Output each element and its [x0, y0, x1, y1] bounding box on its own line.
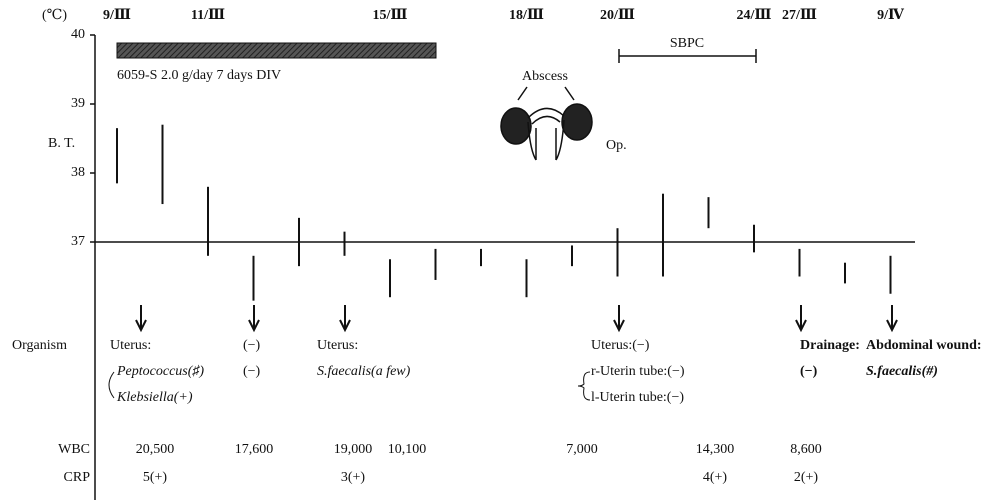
x-tick-label: 15/Ⅲ: [373, 8, 408, 23]
y-tick-label: 39: [71, 96, 85, 111]
row-label: Organism: [12, 338, 67, 353]
organism-entry: r-Uterin tube:(−): [591, 364, 685, 379]
x-tick-label: 9/Ⅲ: [103, 8, 131, 23]
y-tick-label: 38: [71, 165, 85, 180]
chart: (℃) B. T. 6059-S 2.0 g/day 7 days DIV SB…: [0, 0, 983, 500]
y-tick-label: 37: [71, 234, 85, 249]
row-label: WBC: [58, 442, 90, 457]
crp-entry: 5(+): [143, 470, 168, 485]
row-label: CRP: [64, 470, 91, 485]
organism-entry: (−): [243, 338, 261, 353]
organism-entry: Peptococcus(♯): [116, 364, 204, 379]
x-tick-label: 24/Ⅲ: [737, 8, 772, 23]
wbc-entry: 10,100: [388, 442, 427, 457]
organism-entry: Uterus:(−): [591, 338, 650, 353]
brace: [109, 372, 114, 398]
crp-entry: 2(+): [794, 470, 819, 485]
abscess-label: Abscess: [522, 69, 568, 84]
arrow: [340, 305, 350, 330]
organism-entry: Abdominal wound:: [866, 338, 982, 353]
op-label: Op.: [606, 138, 627, 153]
arrow: [614, 305, 624, 330]
organism-entry: S.faecalis(#): [866, 364, 938, 379]
wbc-entry: 14,300: [696, 442, 735, 457]
wbc-entry: 17,600: [235, 442, 274, 457]
treatment-label: SBPC: [670, 36, 704, 51]
arrow: [249, 305, 259, 330]
organism-entry: (−): [800, 364, 818, 379]
wbc-entry: 19,000: [334, 442, 373, 457]
organism-entry: (−): [243, 364, 261, 379]
x-tick-label: 18/Ⅲ: [509, 8, 544, 23]
x-tick-label: 20/Ⅲ: [600, 8, 635, 23]
drug-bar: [117, 43, 436, 58]
arrow: [136, 305, 146, 330]
organism-entry: Uterus:: [317, 338, 358, 353]
y-tick-label: 40: [71, 27, 85, 42]
y-label: B. T.: [48, 136, 75, 151]
organism-entry: Drainage:: [800, 338, 860, 353]
wbc-entry: 7,000: [566, 442, 598, 457]
crp-entry: 4(+): [703, 470, 728, 485]
organism-entry: l-Uterin tube:(−): [591, 390, 684, 405]
x-tick-label: 27/Ⅲ: [782, 8, 817, 23]
arrow: [887, 305, 897, 330]
crp-entry: 3(+): [341, 470, 366, 485]
organism-entry: Klebsiella(+): [116, 390, 193, 405]
abscess-diagram: [501, 87, 592, 160]
y-unit: (℃): [42, 8, 67, 23]
x-tick-label: 9/Ⅳ: [877, 8, 905, 23]
x-tick-label: 11/Ⅲ: [191, 8, 225, 23]
arrow: [796, 305, 806, 330]
wbc-entry: 8,600: [790, 442, 822, 457]
brace: [578, 372, 590, 400]
treatment-label: 6059-S 2.0 g/day 7 days DIV: [117, 68, 281, 83]
wbc-entry: 20,500: [136, 442, 175, 457]
organism-entry: Uterus:: [110, 338, 151, 353]
organism-entry: S.faecalis(a few): [317, 364, 411, 379]
